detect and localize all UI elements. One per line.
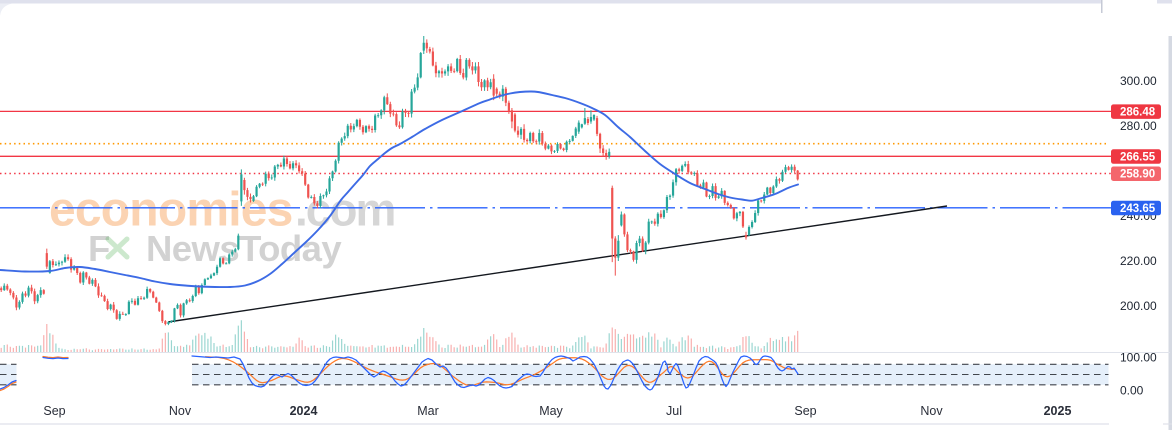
svg-text:266.55: 266.55 — [1120, 152, 1156, 164]
svg-text:F: F — [88, 228, 110, 269]
svg-text:200.00: 200.00 — [1120, 299, 1157, 313]
svg-text:2025: 2025 — [1044, 404, 1072, 418]
svg-text:Jul: Jul — [666, 404, 682, 418]
svg-text:Nov: Nov — [169, 404, 192, 418]
svg-text:0.00: 0.00 — [1120, 384, 1144, 398]
svg-text:Sep: Sep — [43, 404, 65, 418]
svg-text:243.65: 243.65 — [1120, 203, 1156, 215]
svg-text:Mar: Mar — [417, 404, 439, 418]
svg-text:100.00: 100.00 — [1120, 351, 1157, 365]
svg-text:220.00: 220.00 — [1120, 254, 1157, 268]
svg-text:Sep: Sep — [794, 404, 816, 418]
svg-text:258.90: 258.90 — [1120, 169, 1155, 181]
svg-text:300.00: 300.00 — [1120, 74, 1157, 88]
svg-text:2024: 2024 — [290, 404, 318, 418]
svg-text:286.48: 286.48 — [1120, 107, 1156, 119]
svg-text:280.00: 280.00 — [1120, 119, 1157, 133]
svg-text:Nov: Nov — [920, 404, 943, 418]
svg-text:May: May — [539, 404, 563, 418]
